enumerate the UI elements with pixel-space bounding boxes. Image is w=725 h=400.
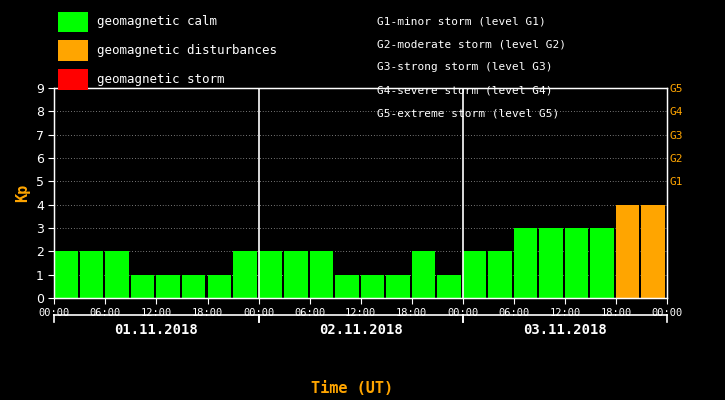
Bar xyxy=(437,275,461,298)
Bar xyxy=(642,205,665,298)
Bar xyxy=(412,251,435,298)
Text: geomagnetic storm: geomagnetic storm xyxy=(97,73,225,86)
Text: G5-extreme storm (level G5): G5-extreme storm (level G5) xyxy=(377,109,559,119)
Bar xyxy=(157,275,180,298)
Text: 03.11.2018: 03.11.2018 xyxy=(523,323,607,337)
Bar xyxy=(514,228,537,298)
Text: Time (UT): Time (UT) xyxy=(310,381,393,396)
Bar xyxy=(616,205,639,298)
Bar xyxy=(105,251,129,298)
Text: geomagnetic disturbances: geomagnetic disturbances xyxy=(97,44,277,57)
Bar xyxy=(565,228,589,298)
Text: G2-moderate storm (level G2): G2-moderate storm (level G2) xyxy=(377,39,566,49)
Bar xyxy=(539,228,563,298)
Bar xyxy=(54,251,78,298)
Bar xyxy=(182,275,205,298)
Y-axis label: Kp: Kp xyxy=(15,184,30,202)
Bar xyxy=(80,251,104,298)
Text: 01.11.2018: 01.11.2018 xyxy=(115,323,199,337)
Bar xyxy=(489,251,512,298)
Bar xyxy=(386,275,410,298)
Bar xyxy=(360,275,384,298)
Bar xyxy=(131,275,154,298)
Bar xyxy=(233,251,257,298)
Text: G1-minor storm (level G1): G1-minor storm (level G1) xyxy=(377,16,546,26)
Text: 02.11.2018: 02.11.2018 xyxy=(319,323,402,337)
Bar xyxy=(310,251,333,298)
Text: G4-severe storm (level G4): G4-severe storm (level G4) xyxy=(377,86,552,96)
Bar xyxy=(463,251,486,298)
Text: geomagnetic calm: geomagnetic calm xyxy=(97,16,218,28)
Bar xyxy=(284,251,307,298)
Bar xyxy=(590,228,614,298)
Bar xyxy=(335,275,359,298)
Bar xyxy=(259,251,282,298)
Text: G3-strong storm (level G3): G3-strong storm (level G3) xyxy=(377,62,552,72)
Bar xyxy=(207,275,231,298)
